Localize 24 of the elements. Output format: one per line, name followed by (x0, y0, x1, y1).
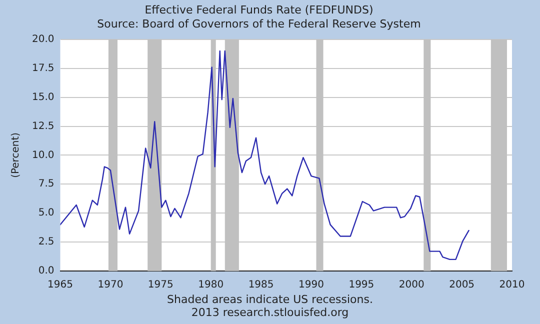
y-tick-label: 15.0 (32, 92, 54, 103)
x-tick-label: 1995 (348, 280, 374, 291)
x-tick-label: 1990 (298, 280, 324, 291)
y-tick-label: 10.0 (32, 150, 54, 161)
y-tick-label: 17.5 (32, 62, 54, 74)
y-tick-label: 2.5 (38, 236, 54, 248)
x-tick-label: 1975 (148, 280, 174, 291)
text: 2013 research.stlouisfed.org (191, 306, 349, 319)
chart-title: Effective Federal Funds Rate (FEDFUNDS) (144, 3, 374, 16)
y-tick-label: 5.0 (38, 208, 54, 219)
y-tick-label: 0.0 (38, 266, 54, 277)
x-tick-label: 1980 (198, 280, 224, 291)
x-tick-label: 1970 (98, 280, 124, 291)
y-tick-label: 12.5 (32, 120, 54, 132)
y-axis-title: (Percent) (10, 132, 22, 178)
y-tick-label: 7.5 (38, 178, 54, 190)
chart-subtitle: Source: Board of Governors of the Federal Reserve System (97, 18, 421, 31)
y-tick-label: 20.0 (32, 34, 54, 45)
x-tick-label: 1965 (48, 280, 73, 291)
text: Shaded areas indicate US recessions. (167, 293, 373, 306)
x-tick-label: 1985 (248, 280, 274, 291)
x-tick-label: 2000 (398, 280, 424, 291)
x-tick-label: 2005 (449, 280, 475, 291)
x-tick-label: 2010 (499, 280, 525, 291)
